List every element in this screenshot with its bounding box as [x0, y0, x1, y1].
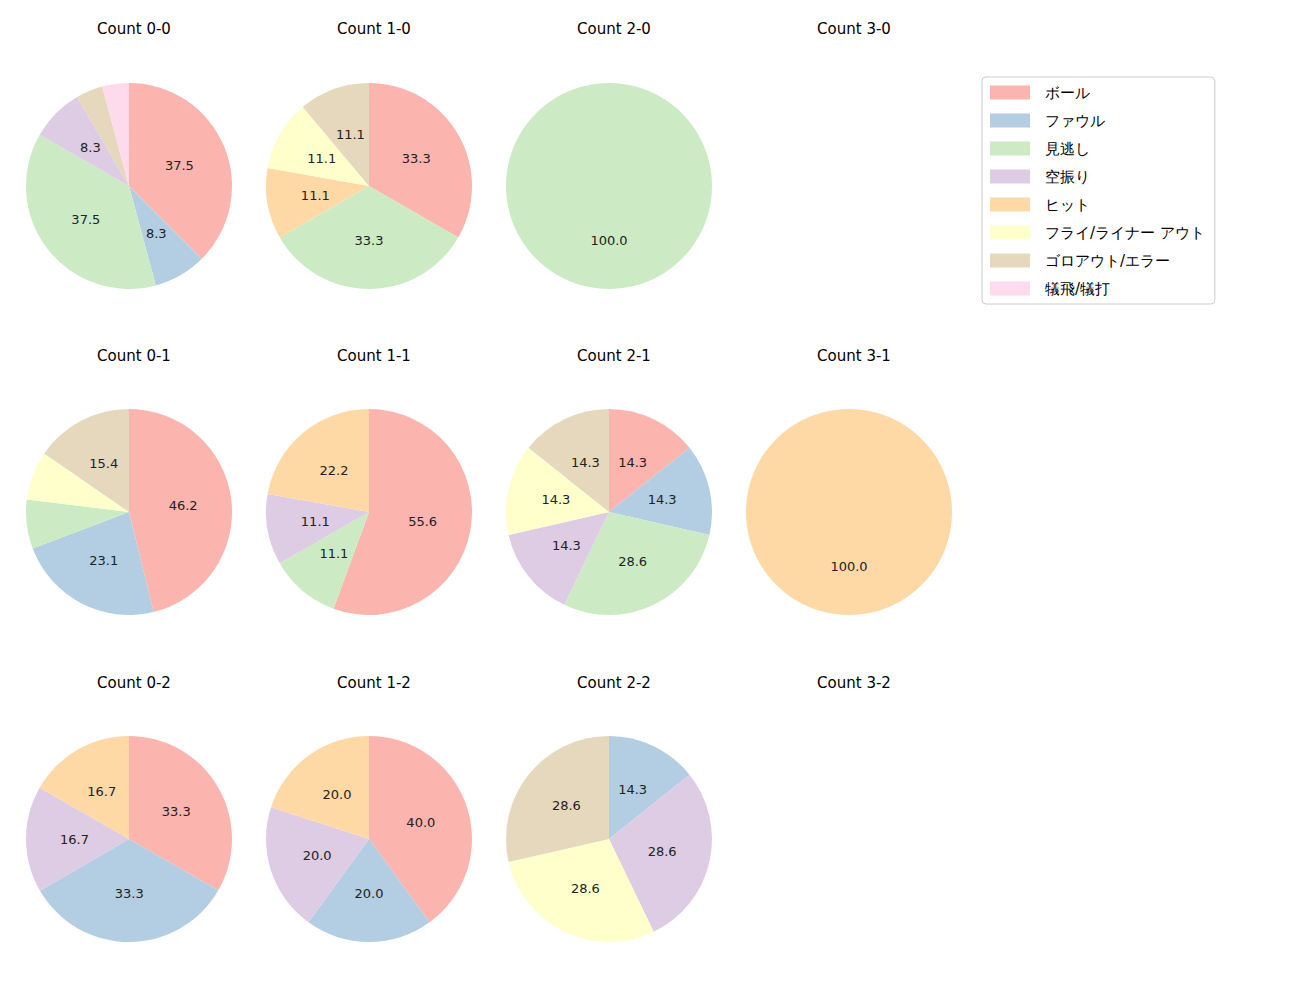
- svg-text:20.0: 20.0: [322, 787, 351, 802]
- svg-text:フライ/ライナー アウト: フライ/ライナー アウト: [1045, 224, 1205, 242]
- svg-text:Count 3-2: Count 3-2: [817, 674, 891, 692]
- svg-text:Count 0-2: Count 0-2: [97, 674, 171, 692]
- svg-text:Count 1-0: Count 1-0: [337, 20, 411, 38]
- svg-text:11.1: 11.1: [319, 546, 348, 561]
- svg-text:37.5: 37.5: [71, 212, 100, 227]
- svg-text:Count 0-1: Count 0-1: [97, 347, 171, 365]
- svg-text:見逃し: 見逃し: [1045, 140, 1090, 158]
- svg-text:23.1: 23.1: [89, 553, 118, 568]
- svg-text:100.0: 100.0: [830, 559, 867, 574]
- svg-text:Count 0-0: Count 0-0: [97, 20, 171, 38]
- svg-text:40.0: 40.0: [406, 815, 435, 830]
- svg-text:16.7: 16.7: [87, 784, 116, 799]
- svg-text:15.4: 15.4: [89, 456, 118, 471]
- svg-text:33.3: 33.3: [402, 151, 431, 166]
- svg-text:ファウル: ファウル: [1045, 112, 1105, 130]
- svg-text:20.0: 20.0: [355, 886, 384, 901]
- svg-text:28.6: 28.6: [552, 798, 581, 813]
- svg-text:ヒット: ヒット: [1045, 196, 1090, 214]
- svg-text:犠飛/犠打: 犠飛/犠打: [1045, 280, 1110, 298]
- svg-text:8.3: 8.3: [146, 226, 167, 241]
- svg-text:空振り: 空振り: [1045, 168, 1090, 186]
- svg-text:11.1: 11.1: [301, 514, 330, 529]
- svg-text:11.1: 11.1: [336, 127, 365, 142]
- svg-text:Count 1-1: Count 1-1: [337, 347, 411, 365]
- svg-text:28.6: 28.6: [618, 554, 647, 569]
- svg-text:20.0: 20.0: [303, 848, 332, 863]
- svg-text:Count 2-2: Count 2-2: [577, 674, 651, 692]
- svg-text:Count 2-0: Count 2-0: [577, 20, 651, 38]
- svg-text:16.7: 16.7: [60, 832, 89, 847]
- svg-text:11.1: 11.1: [301, 188, 330, 203]
- svg-text:14.3: 14.3: [618, 782, 647, 797]
- svg-text:55.6: 55.6: [408, 514, 437, 529]
- svg-text:14.3: 14.3: [571, 455, 600, 470]
- svg-text:Count 3-1: Count 3-1: [817, 347, 891, 365]
- svg-text:100.0: 100.0: [590, 233, 627, 248]
- svg-text:33.3: 33.3: [115, 886, 144, 901]
- svg-text:46.2: 46.2: [169, 498, 198, 513]
- svg-text:Count 3-0: Count 3-0: [817, 20, 891, 38]
- svg-text:14.3: 14.3: [618, 455, 647, 470]
- svg-text:ゴロアウト/エラー: ゴロアウト/エラー: [1045, 252, 1170, 270]
- svg-text:22.2: 22.2: [320, 463, 349, 478]
- svg-text:14.3: 14.3: [541, 492, 570, 507]
- svg-text:8.3: 8.3: [80, 140, 101, 155]
- svg-text:ボール: ボール: [1045, 84, 1090, 102]
- svg-text:37.5: 37.5: [165, 158, 194, 173]
- svg-text:28.6: 28.6: [571, 881, 600, 896]
- svg-text:Count 2-1: Count 2-1: [577, 347, 651, 365]
- svg-text:Count 1-2: Count 1-2: [337, 674, 411, 692]
- svg-text:14.3: 14.3: [648, 492, 677, 507]
- svg-text:33.3: 33.3: [355, 233, 384, 248]
- svg-text:33.3: 33.3: [162, 804, 191, 819]
- svg-text:11.1: 11.1: [307, 151, 336, 166]
- svg-text:14.3: 14.3: [552, 538, 581, 553]
- svg-text:28.6: 28.6: [648, 844, 677, 859]
